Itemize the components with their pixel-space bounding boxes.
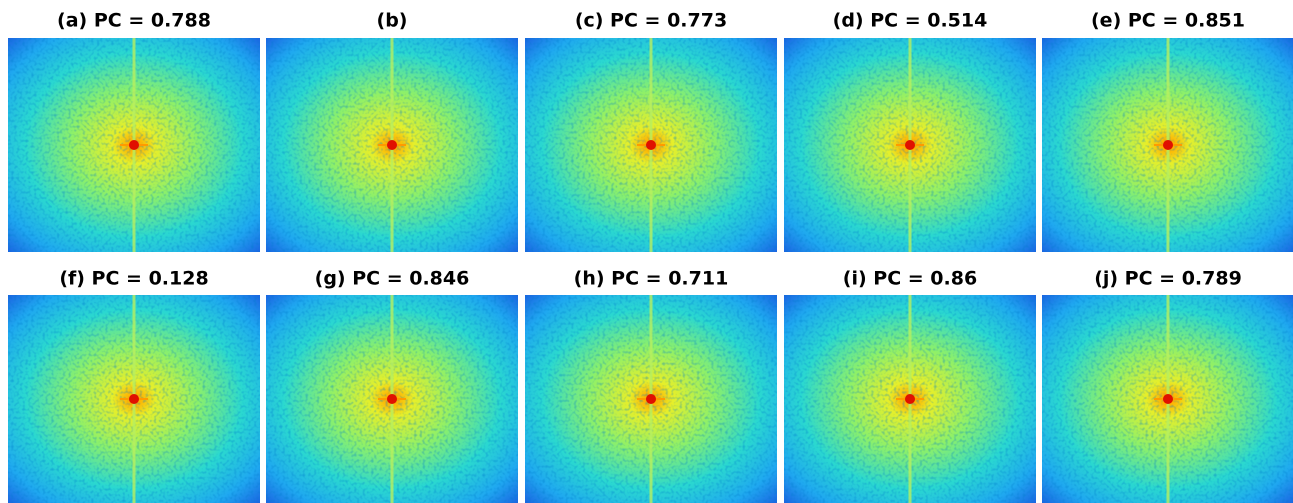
spectrum-peak [129, 140, 139, 150]
panel: (f) PC = 0.128 [8, 268, 260, 503]
panel: (c) PC = 0.773 [525, 10, 777, 252]
panel-title: (a) PC = 0.788 [57, 10, 211, 32]
panel-title: (j) PC = 0.789 [1094, 268, 1242, 290]
panel: (a) PC = 0.788 [8, 10, 260, 252]
panel-title: (e) PC = 0.851 [1091, 10, 1245, 32]
panel: (g) PC = 0.846 [266, 268, 518, 503]
panel: (i) PC = 0.86 [784, 268, 1036, 503]
spectrum-peak [129, 394, 139, 404]
spectrum-peak [387, 140, 397, 150]
spectrum-peak [1163, 140, 1173, 150]
panel: (e) PC = 0.851 [1042, 10, 1293, 252]
spectrum-peak [905, 394, 915, 404]
panel-title: (i) PC = 0.86 [843, 268, 977, 290]
panel: (b) [266, 10, 518, 252]
spectrum-peak [646, 394, 656, 404]
panel-title: (b) [377, 10, 408, 32]
spectrum-peak [387, 394, 397, 404]
spectrum-peak [1163, 394, 1173, 404]
panel-title: (g) PC = 0.846 [315, 268, 470, 290]
panel: (h) PC = 0.711 [525, 268, 777, 503]
spectrum-peak [646, 140, 656, 150]
panel-title: (h) PC = 0.711 [574, 268, 729, 290]
panel-title: (f) PC = 0.128 [59, 268, 208, 290]
panel-title: (c) PC = 0.773 [575, 10, 727, 32]
spectrum-peak [905, 140, 915, 150]
panel-title: (d) PC = 0.514 [833, 10, 988, 32]
panel: (d) PC = 0.514 [784, 10, 1036, 252]
panel: (j) PC = 0.789 [1042, 268, 1293, 503]
